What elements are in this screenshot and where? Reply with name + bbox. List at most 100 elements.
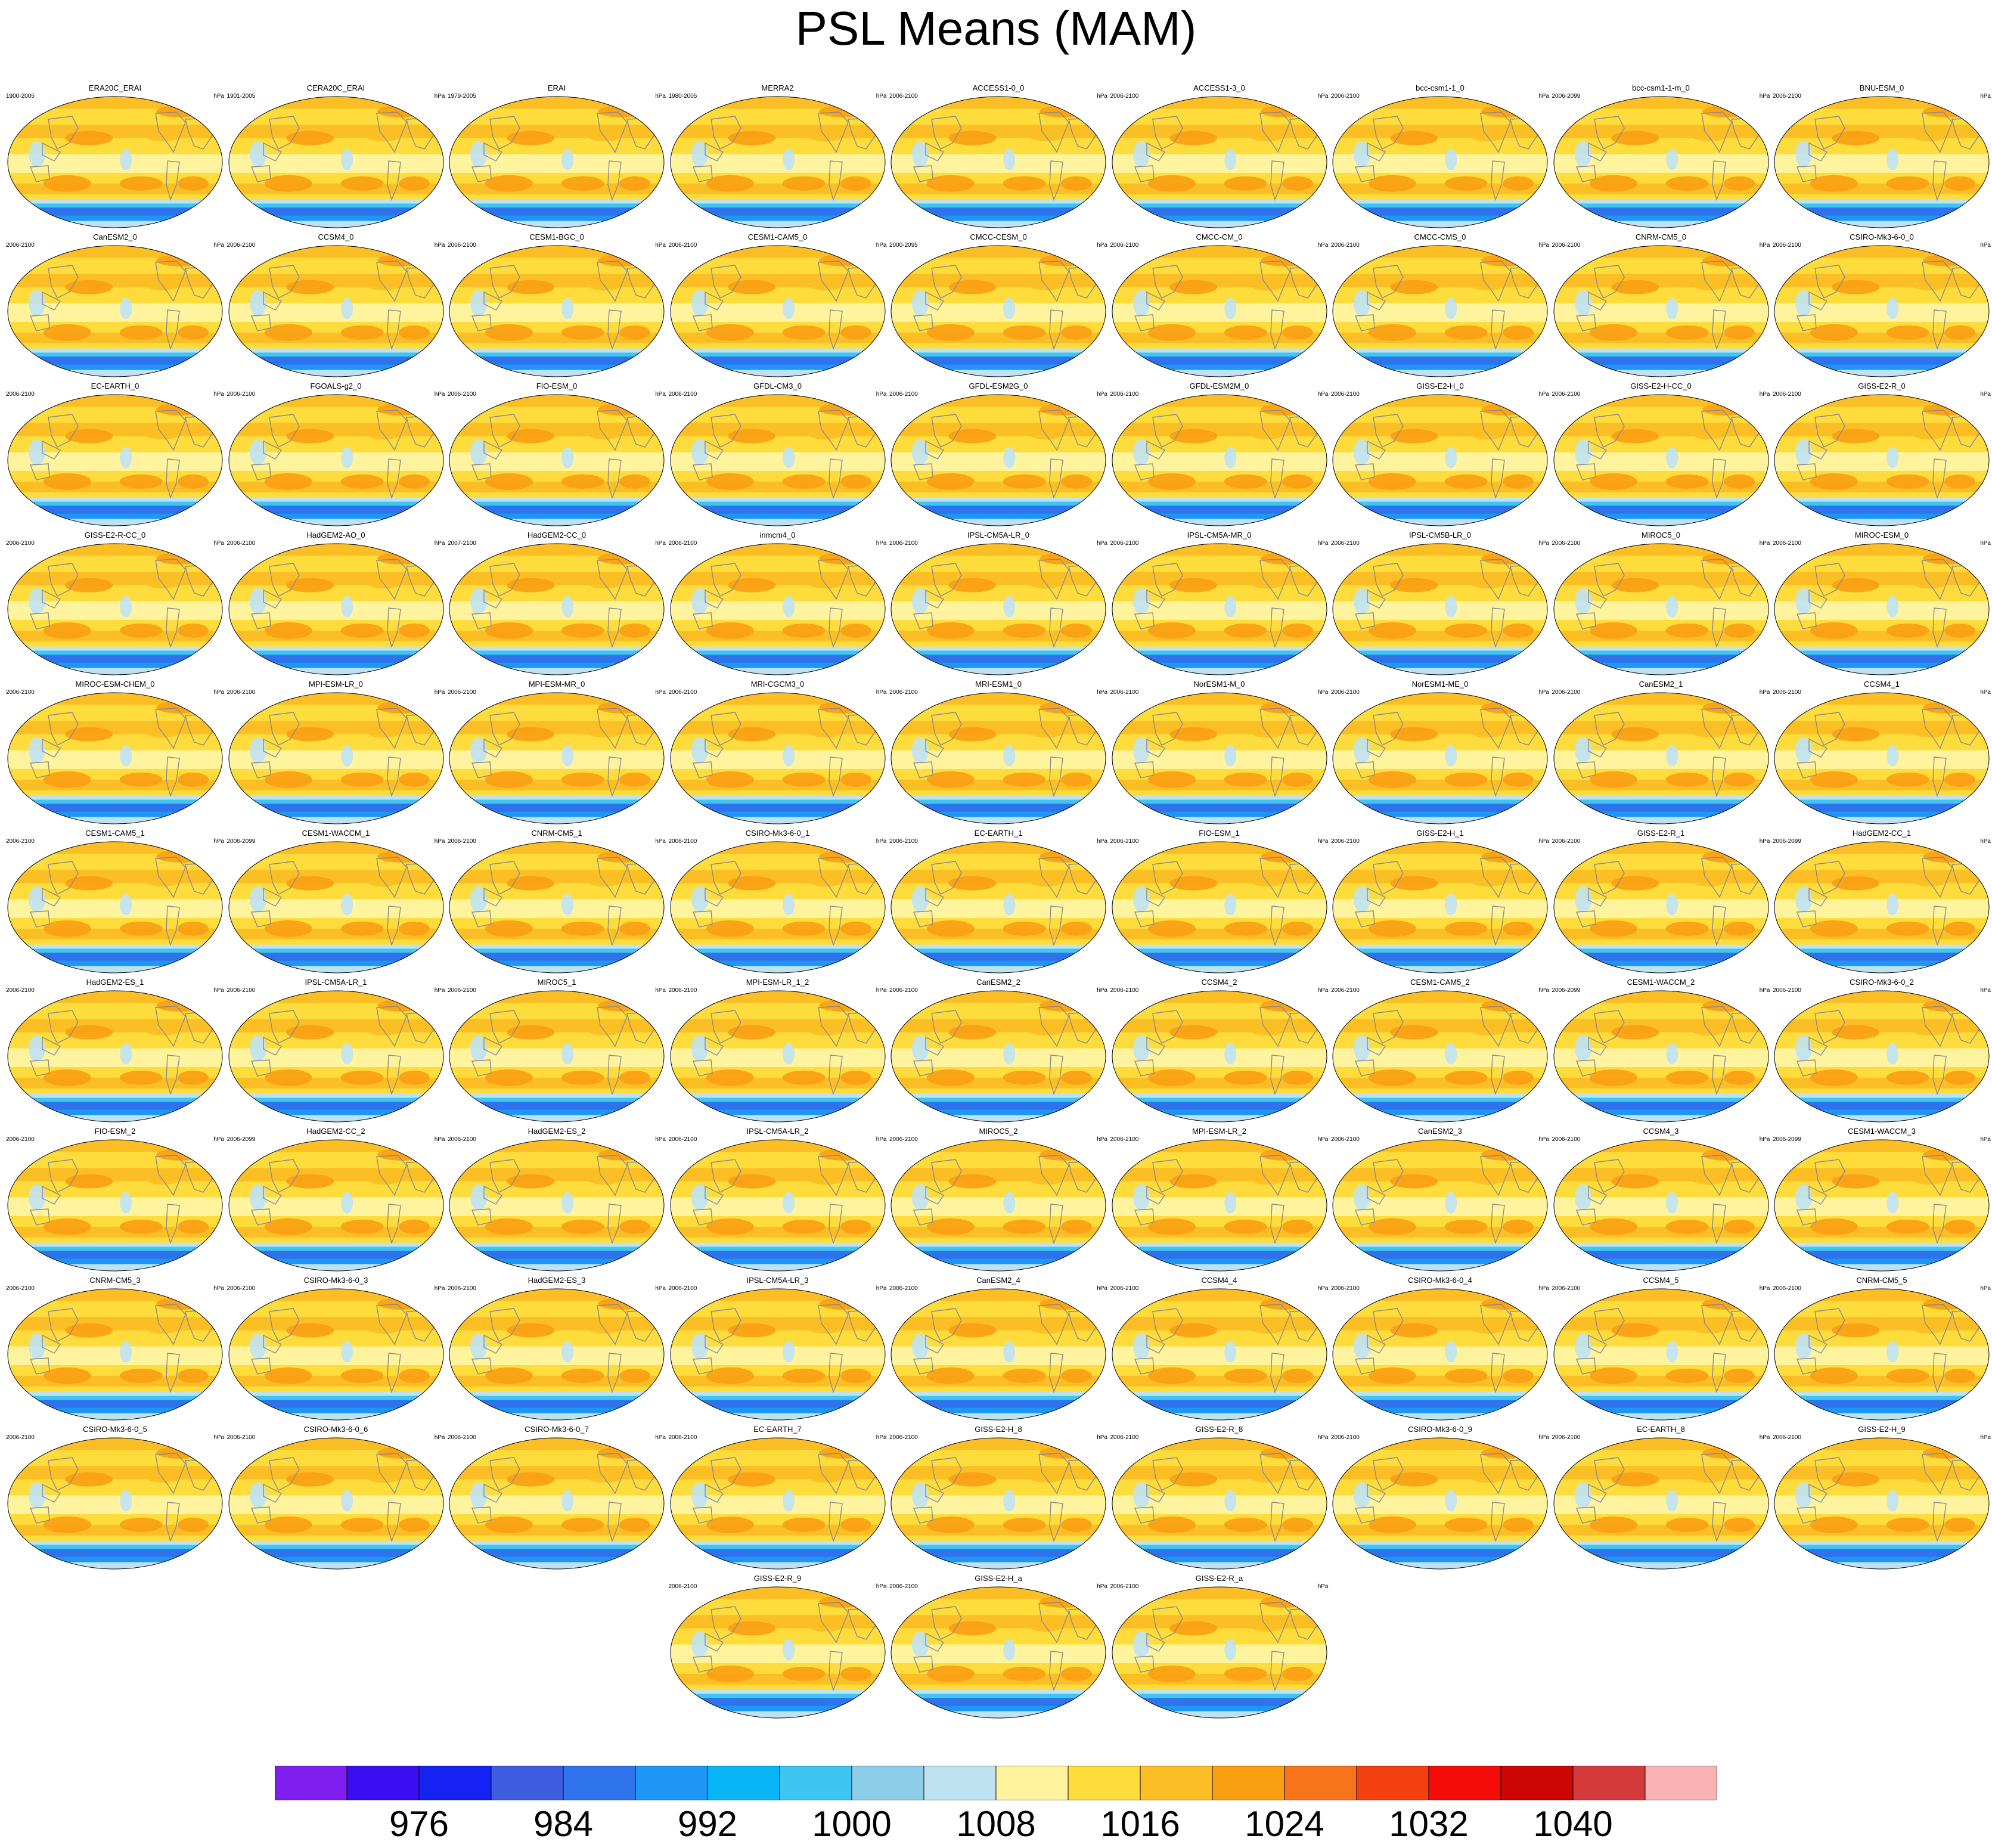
panel-title: MPI-ESM-LR_0 [308, 680, 364, 689]
map-panel: EC-EARTH_0 2006-2100 hPa [5, 382, 225, 527]
panel-units: hPa [1097, 689, 1107, 696]
panel-title: IPSL-CM5A-LR_0 [967, 531, 1030, 539]
panel-title: EC-EARTH_0 [91, 382, 139, 390]
psl-map [890, 841, 1106, 973]
panel-period: 2006-2100 [1331, 838, 1360, 845]
psl-map [1332, 543, 1548, 675]
panel-units: hPa [655, 540, 666, 547]
map-panel: MPI-ESM-LR_2 2006-2100 hPa [1109, 1127, 1330, 1272]
panel-title: GFDL-CM3_0 [753, 382, 802, 390]
panel-period: 2006-2100 [668, 689, 697, 696]
map-panel: CSIRO-Mk3-6-0_2 2006-2100 hPa [1771, 978, 1992, 1123]
panel-title: CanESM2_2 [976, 978, 1020, 987]
panel-title: GISS-E2-H_0 [1416, 382, 1464, 390]
psl-map [1332, 245, 1548, 377]
panel-period: 2006-2100 [1110, 987, 1139, 994]
colorbar-box [923, 1766, 997, 1800]
map-panel: MIROC-ESM_0 2006-2100 hPa [1771, 531, 1992, 676]
panel-title: CESM1-WACCM_2 [1627, 978, 1695, 987]
map-panel: GISS-E2-R-CC_0 2006-2100 hPa [5, 531, 225, 676]
panel-title: HadGEM2-ES_2 [528, 1127, 586, 1136]
psl-map [7, 1437, 223, 1570]
panel-title: CSIRO-Mk3-6-0_0 [1850, 232, 1914, 241]
map-panel: CCSM4_0 2006-2100 hPa [226, 232, 446, 378]
panel-units: hPa [1980, 391, 1991, 398]
map-panel: IPSL-CM5A-LR_3 2006-2100 hPa [668, 1276, 888, 1421]
panel-title: ACCESS1-0_0 [972, 83, 1025, 92]
panel-units: hPa [1317, 689, 1329, 696]
psl-map [670, 543, 885, 675]
map-panel: FIO-ESM_0 2006-2100 hPa [446, 382, 667, 527]
panel-units: hPa [876, 1583, 887, 1590]
psl-map [1774, 1288, 1990, 1421]
panel-period: 2006-2100 [889, 1583, 918, 1590]
colorbar-labels: 976 984 992 1000 1008 1016 1024 1032 1040 [275, 1805, 1717, 1843]
panel-title: MIROC5_1 [537, 978, 576, 987]
panel-title: HadGEM2-ES_3 [528, 1276, 586, 1285]
psl-map [1553, 96, 1768, 228]
panel-title: CESM1-WACCM_1 [302, 829, 370, 838]
panel-units: hPa [1097, 242, 1107, 249]
panel-units: hPa [1317, 391, 1329, 398]
psl-map [1112, 1437, 1327, 1570]
panel-units: hPa [1759, 1285, 1770, 1292]
colorbar-tick-label: 1040 [1533, 1804, 1613, 1844]
psl-map [449, 1139, 665, 1272]
psl-map [1332, 1288, 1548, 1421]
panel-period: 2006-2100 [1552, 689, 1581, 696]
psl-map [1332, 96, 1548, 228]
colorbar-tick-label: 992 [677, 1804, 738, 1844]
panel-units: hPa [876, 1434, 887, 1441]
psl-map [890, 245, 1106, 377]
panel-units: hPa [434, 242, 445, 249]
panel-units: hPa [1759, 540, 1770, 547]
map-panel: HadGEM2-CC_1 2006-2099 hPa [1771, 829, 1992, 974]
map-panel: GFDL-ESM2M_0 2006-2100 hPa [1109, 382, 1330, 527]
psl-map [228, 692, 443, 824]
colorbar-box [491, 1766, 564, 1800]
panel-units: hPa [1759, 987, 1770, 994]
colorbar-box [707, 1766, 780, 1800]
map-panel: GISS-E2-H_8 2006-2100 hPa [888, 1425, 1109, 1570]
panel-title: inmcm4_0 [759, 531, 796, 539]
psl-map [228, 245, 443, 377]
panel-units: hPa [1759, 391, 1770, 398]
panel-units: hPa [1759, 93, 1770, 100]
panel-title: FIO-ESM_1 [1199, 829, 1240, 838]
panel-units: hPa [1097, 838, 1107, 845]
panel-units: hPa [213, 987, 224, 994]
colorbar-box [1284, 1766, 1357, 1800]
map-panel: MIROC5_2 2006-2100 hPa [888, 1127, 1109, 1272]
map-panel: HadGEM2-CC_0 2007-2100 hPa [446, 531, 667, 676]
psl-map [670, 245, 885, 377]
psl-map [1553, 1139, 1768, 1272]
psl-map [670, 990, 885, 1123]
panel-title: IPSL-CM5A-MR_0 [1187, 531, 1252, 539]
panel-units: hPa [876, 242, 887, 249]
panel-period: 2006-2100 [1552, 391, 1581, 398]
psl-map [890, 692, 1106, 824]
psl-map [449, 990, 665, 1123]
psl-map [449, 1288, 665, 1421]
panel-period: 2006-2100 [889, 987, 918, 994]
panel-period: 2006-2100 [668, 838, 697, 845]
panel-period: 2006-2100 [1110, 391, 1139, 398]
map-panel: GISS-E2-R_8 2006-2100 hPa [1109, 1425, 1330, 1570]
panel-period: 2006-2099 [226, 838, 256, 845]
panel-units: hPa [434, 987, 445, 994]
panel-period: 2006-2100 [1331, 242, 1360, 249]
panel-period: 2006-2100 [1552, 838, 1581, 845]
panel-units: hPa [1980, 1285, 1991, 1292]
panel-units: hPa [1538, 93, 1549, 100]
panel-units: hPa [1317, 242, 1329, 249]
panel-period: 2006-2100 [6, 1285, 35, 1292]
panel-period: 2006-2100 [1331, 1434, 1360, 1441]
psl-map [1332, 394, 1548, 526]
map-panel: CSIRO-Mk3-6-0_7 2006-2100 hPa [446, 1425, 667, 1570]
psl-map [228, 394, 443, 526]
map-panel: IPSL-CM5A-LR_1 2006-2100 hPa [226, 978, 446, 1123]
panel-units: hPa [1538, 1285, 1549, 1292]
psl-map [449, 841, 665, 973]
panel-period: 2006-2100 [448, 689, 476, 696]
panel-units: hPa [434, 1434, 445, 1441]
